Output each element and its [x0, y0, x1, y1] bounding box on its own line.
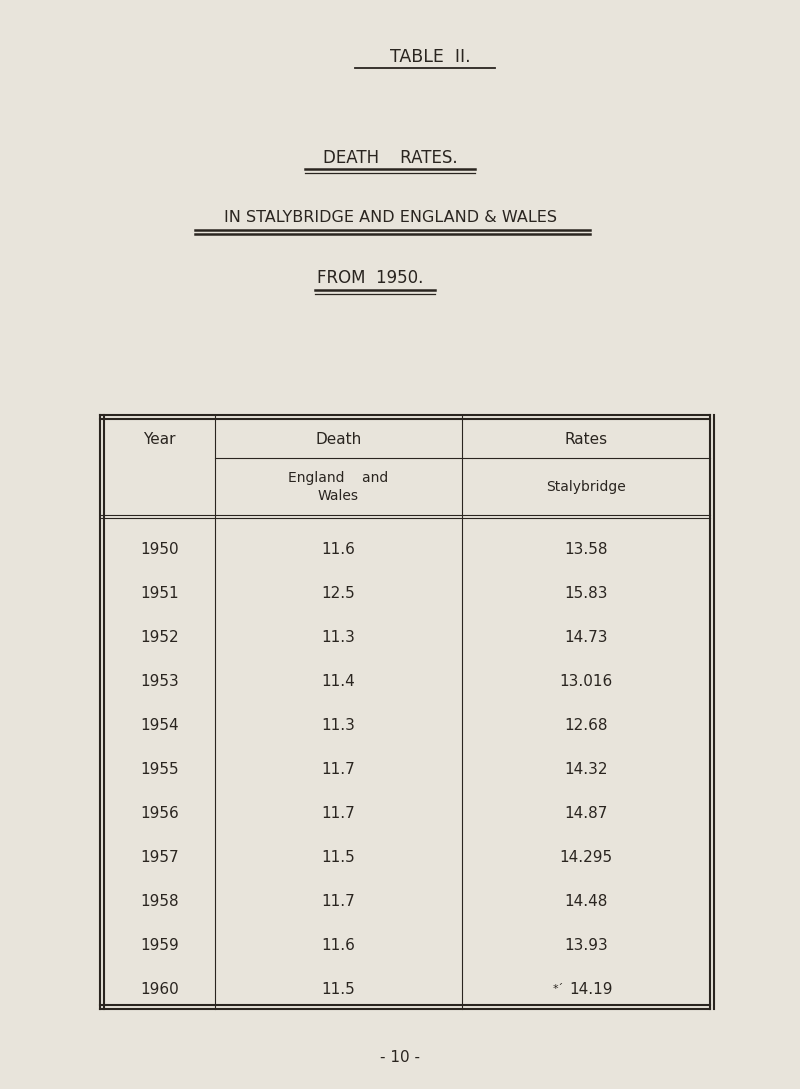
Text: 1957: 1957 [140, 849, 179, 865]
Text: 12.68: 12.68 [564, 718, 608, 733]
Text: 11.3: 11.3 [322, 629, 355, 645]
Text: 1955: 1955 [140, 761, 179, 776]
Text: 14.295: 14.295 [559, 849, 613, 865]
Text: 13.016: 13.016 [559, 673, 613, 688]
Text: 14.87: 14.87 [564, 806, 608, 820]
Text: 1960: 1960 [140, 981, 179, 996]
Text: 14.48: 14.48 [564, 893, 608, 908]
Text: 13.58: 13.58 [564, 541, 608, 556]
Text: 1951: 1951 [140, 586, 179, 600]
Text: Stalybridge: Stalybridge [546, 480, 626, 494]
Text: TABLE  II.: TABLE II. [390, 48, 470, 66]
Text: 1954: 1954 [140, 718, 179, 733]
Text: 14.73: 14.73 [564, 629, 608, 645]
Text: Death: Death [315, 432, 362, 448]
Text: 11.6: 11.6 [322, 541, 355, 556]
Text: 1958: 1958 [140, 893, 179, 908]
Text: 14.32: 14.32 [564, 761, 608, 776]
Text: 15.83: 15.83 [564, 586, 608, 600]
Text: 11.5: 11.5 [322, 849, 355, 865]
Text: 1952: 1952 [140, 629, 179, 645]
Text: 11.7: 11.7 [322, 893, 355, 908]
Text: 11.6: 11.6 [322, 938, 355, 953]
Text: FROM  1950.: FROM 1950. [317, 269, 423, 287]
Text: Rates: Rates [565, 432, 607, 448]
Text: - 10 -: - 10 - [380, 1051, 420, 1065]
Text: 11.7: 11.7 [322, 806, 355, 820]
Text: 11.7: 11.7 [322, 761, 355, 776]
Text: *´: *´ [552, 984, 564, 994]
Text: 13.93: 13.93 [564, 938, 608, 953]
Text: 11.3: 11.3 [322, 718, 355, 733]
Text: DEATH    RATES.: DEATH RATES. [322, 149, 458, 167]
Text: 14.19: 14.19 [570, 981, 613, 996]
Text: 1959: 1959 [140, 938, 179, 953]
Text: 1950: 1950 [140, 541, 179, 556]
Text: England    and
Wales: England and Wales [288, 470, 389, 503]
Text: 1956: 1956 [140, 806, 179, 820]
Text: 1953: 1953 [140, 673, 179, 688]
Text: 11.5: 11.5 [322, 981, 355, 996]
Text: IN STALYBRIDGE AND ENGLAND & WALES: IN STALYBRIDGE AND ENGLAND & WALES [223, 210, 557, 225]
Text: 12.5: 12.5 [322, 586, 355, 600]
Text: Year: Year [143, 432, 176, 448]
Text: 11.4: 11.4 [322, 673, 355, 688]
